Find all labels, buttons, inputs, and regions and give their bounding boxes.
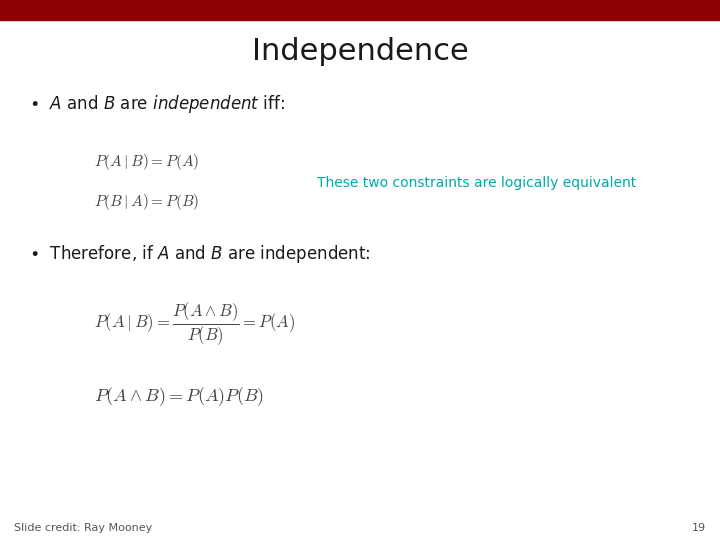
Text: $\bullet$  $A$ and $B$ are $\mathit{independent}$ iff:: $\bullet$ $A$ and $B$ are $\mathit{indep… (29, 93, 284, 114)
Text: $P(A\wedge B) = P(A)P(B)$: $P(A\wedge B) = P(A)P(B)$ (94, 386, 264, 408)
Text: $P(A\mid B) = P(A)$: $P(A\mid B) = P(A)$ (94, 152, 199, 172)
Text: Slide credit: Ray Mooney: Slide credit: Ray Mooney (14, 523, 153, 533)
Text: Independence: Independence (251, 37, 469, 66)
Text: $\bullet$  Therefore, if $A$ and $B$ are independent:: $\bullet$ Therefore, if $A$ and $B$ are … (29, 243, 371, 265)
Text: $P(B\mid A) = P(B)$: $P(B\mid A) = P(B)$ (94, 192, 199, 213)
Text: These two constraints are logically equivalent: These two constraints are logically equi… (317, 176, 636, 190)
Text: $P(A\mid B) = \dfrac{P(A\wedge B)}{P(B)} = P(A)$: $P(A\mid B) = \dfrac{P(A\wedge B)}{P(B)}… (94, 301, 294, 347)
Text: 19: 19 (691, 523, 706, 533)
Bar (0, 0, 720, 20)
